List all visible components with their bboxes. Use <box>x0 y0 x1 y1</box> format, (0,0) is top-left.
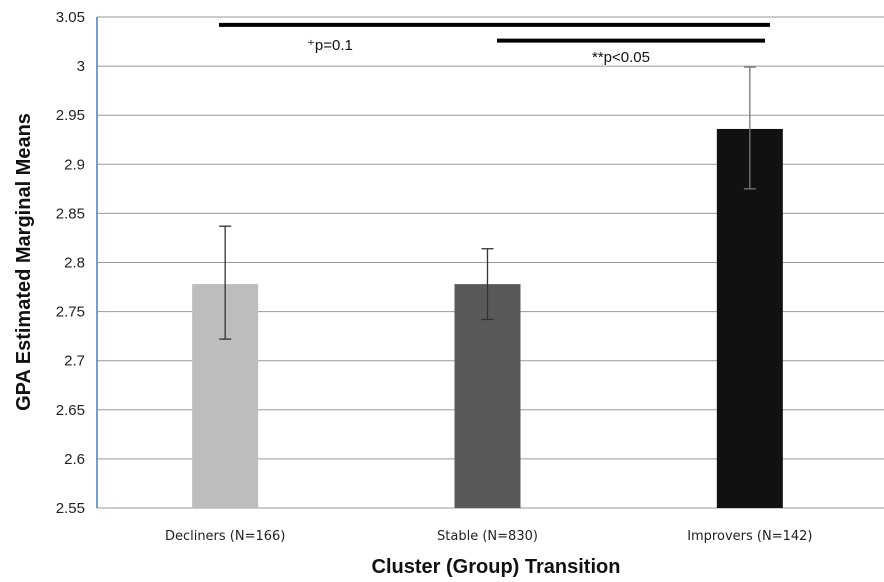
significance-label-0: ⁺p=0.1 <box>307 37 353 54</box>
significance-label-1: **p<0.05 <box>592 49 650 66</box>
y-tick-label-6: 2.85 <box>56 205 85 222</box>
bar-1 <box>454 284 521 508</box>
error-bar-2 <box>743 66 756 190</box>
error-bar-0 <box>219 225 232 340</box>
bar-2 <box>716 128 783 508</box>
x-tick-label-1: Stable (N=830) <box>437 529 538 544</box>
x-tick-label-0: Decliners (N=166) <box>165 529 285 544</box>
y-tick-labels: 2.55 2.6 2.65 2.7 2.75 2.8 2.85 2.9 2.95 3 3.05 <box>56 9 85 517</box>
y-tick-label-3: 2.7 <box>64 353 85 370</box>
x-tick-labels: Decliners (N=166) Stable (N=830) Improvers… <box>165 529 813 544</box>
y-tick-label-7: 2.9 <box>64 156 85 173</box>
error-bar-1 <box>481 248 494 321</box>
y-tick-label-8: 2.95 <box>56 107 85 124</box>
y-tick-label-10: 3.05 <box>56 9 85 26</box>
significance-annotations: ⁺p=0.1 **p<0.05 <box>219 22 770 66</box>
y-tick-label-5: 2.8 <box>64 255 85 272</box>
y-tick-label-9: 3 <box>77 58 85 75</box>
y-axis-title: GPA Estimated Marginal Means <box>13 113 35 411</box>
y-tick-label-1: 2.6 <box>64 451 85 468</box>
x-tick-label-2: Improvers (N=142) <box>687 529 812 544</box>
y-tick-label-4: 2.75 <box>56 304 85 321</box>
y-tick-label-2: 2.65 <box>56 402 85 419</box>
error-bars <box>219 66 756 340</box>
y-tick-label-0: 2.55 <box>56 500 85 517</box>
x-axis-title: Cluster (Group) Transition <box>372 556 621 578</box>
